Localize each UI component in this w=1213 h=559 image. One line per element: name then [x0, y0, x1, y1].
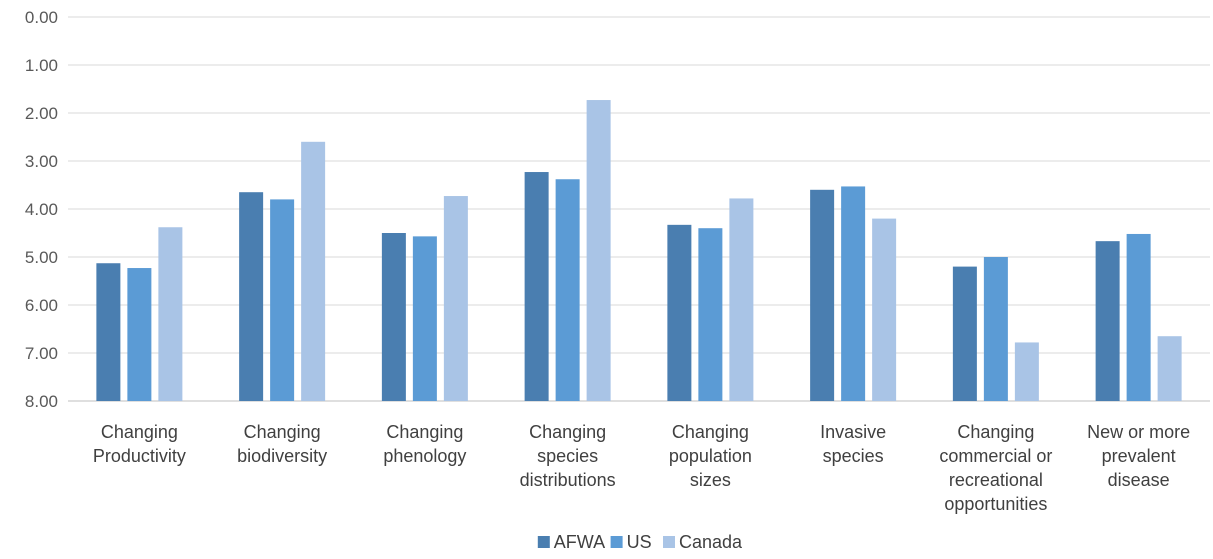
bar-us — [698, 228, 723, 401]
legend-label: Canada — [679, 532, 743, 552]
bar-afwa — [96, 263, 121, 401]
bar-canada — [158, 227, 183, 401]
bar-afwa — [1095, 241, 1120, 401]
bar-canada — [443, 196, 468, 401]
bar-us — [270, 199, 295, 401]
legend-swatch — [663, 536, 675, 548]
y-tick-label: 6.00 — [25, 296, 58, 315]
bar-canada — [729, 198, 754, 401]
bar-canada — [1014, 342, 1039, 401]
bar-us — [983, 257, 1008, 401]
bar-canada — [1157, 336, 1182, 401]
y-tick-label: 8.00 — [25, 392, 58, 411]
legend-label: US — [627, 532, 652, 552]
legend: AFWA US Canada — [537, 532, 743, 552]
x-category-label: Changing Productivity — [93, 422, 186, 466]
x-category-label: Changing species distributions — [520, 422, 616, 490]
bars — [96, 100, 1182, 402]
bar-afwa — [524, 172, 549, 401]
bar-us — [412, 236, 437, 401]
x-axis-category-labels: Changing Productivity Changing biodiversity… — [93, 422, 1190, 514]
y-tick-label: 1.00 — [25, 56, 58, 75]
x-category-label: Changing biodiversity — [237, 422, 327, 466]
x-category-label: New or more prevalent disease — [1087, 422, 1190, 490]
legend-swatch — [537, 536, 550, 548]
bar-afwa — [952, 266, 977, 401]
bar-us — [127, 268, 152, 401]
x-category-label: Changing population sizes — [669, 422, 752, 490]
bar-us — [1126, 233, 1151, 401]
bar-canada — [586, 100, 611, 401]
legend-item-us: US — [610, 532, 652, 552]
y-tick-label: 4.00 — [25, 200, 58, 219]
y-tick-label: 2.00 — [25, 104, 58, 123]
bar-afwa — [667, 224, 692, 401]
x-category-label: Changing phenology — [383, 422, 466, 466]
y-tick-label: 7.00 — [25, 344, 58, 363]
bar-afwa — [381, 233, 406, 401]
legend-label: AFWA — [554, 532, 605, 552]
legend-item-canada: Canada — [663, 532, 743, 552]
x-category-label: Invasive species — [820, 422, 886, 466]
bar-canada — [301, 141, 326, 402]
y-tick-label: 5.00 — [25, 248, 58, 267]
y-axis-tick-labels: 0.00 1.00 2.00 3.00 4.00 5.00 6.00 7.00 8.00 — [25, 8, 58, 411]
legend-item-afwa: AFWA — [537, 532, 605, 552]
legend-swatch — [610, 536, 623, 548]
bar-afwa — [239, 192, 264, 401]
y-tick-label: 0.00 — [25, 8, 58, 27]
y-tick-label: 3.00 — [25, 152, 58, 171]
bar-us — [841, 186, 866, 401]
bar-us — [555, 179, 580, 401]
bar-canada — [872, 218, 897, 401]
x-category-label: Changing commercial or recreational opportu… — [939, 422, 1052, 514]
bar-afwa — [810, 189, 835, 401]
